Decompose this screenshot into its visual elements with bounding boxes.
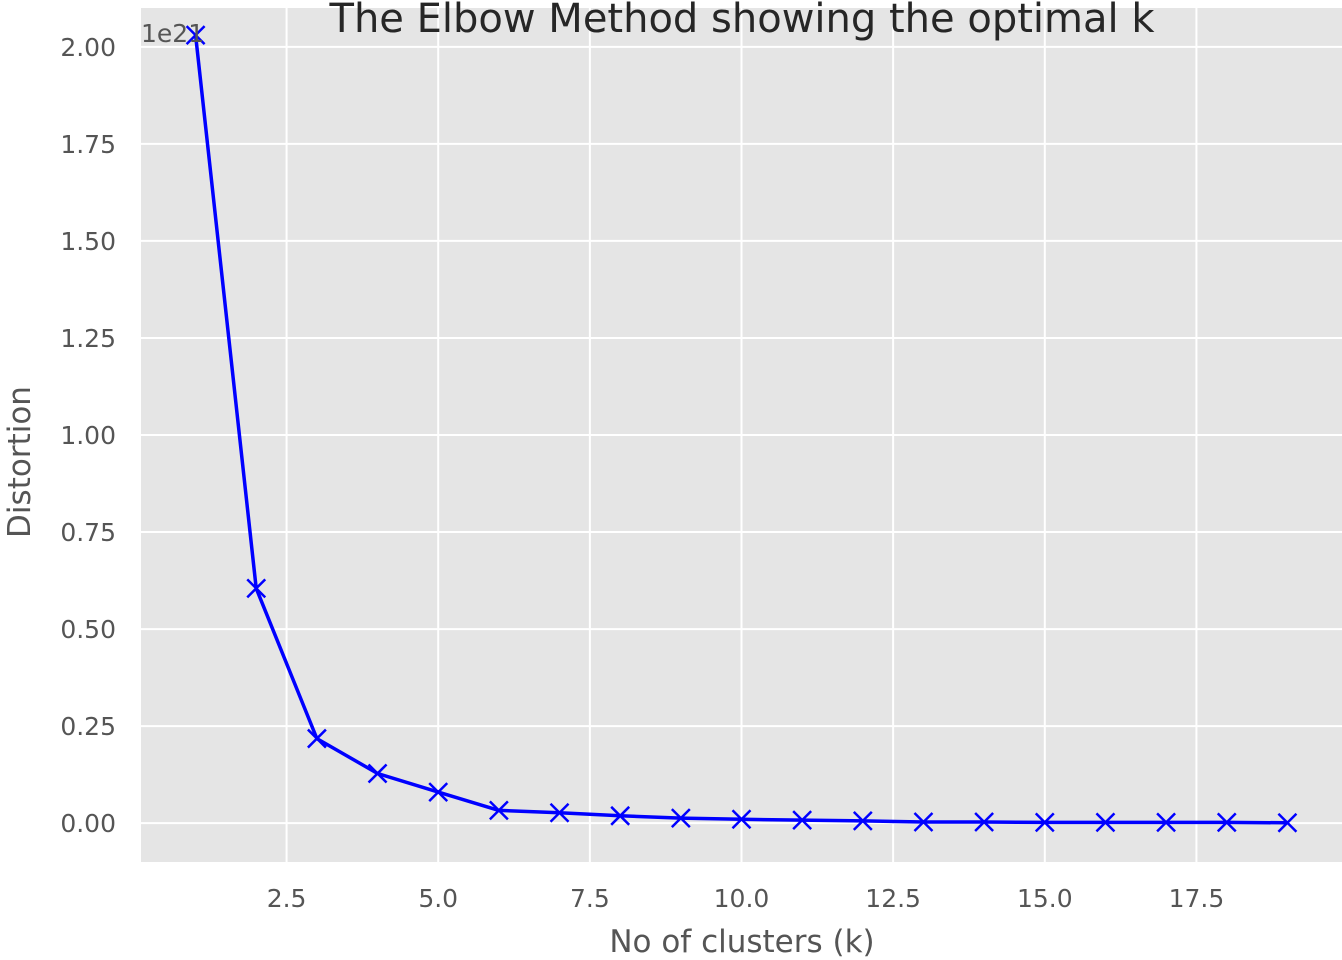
x-tick-label: 15.0 — [1017, 884, 1073, 913]
x-tick-label: 7.5 — [570, 884, 610, 913]
data-point-marker — [428, 782, 449, 803]
data-point-marker — [246, 578, 267, 599]
data-point-marker — [1034, 812, 1055, 833]
y-tick-label: 0.50 — [60, 615, 116, 644]
data-point-marker — [488, 800, 509, 821]
data-point-marker — [974, 812, 995, 832]
y-tick-label: 1.00 — [60, 421, 116, 450]
data-point-marker — [610, 805, 631, 826]
y-tick-label: 1.50 — [60, 227, 116, 256]
y-tick-label: 0.00 — [60, 809, 116, 838]
data-point-marker — [307, 728, 327, 749]
data-point-marker — [1156, 812, 1176, 833]
y-axis-label: Distortion — [2, 386, 38, 538]
y-tick-label: 1.75 — [60, 130, 116, 159]
chart-title: The Elbow Method showing the optimal k — [329, 0, 1156, 42]
x-tick-label: 17.5 — [1169, 884, 1225, 913]
x-axis-label: No of clusters (k) — [609, 924, 874, 960]
data-point-marker — [792, 810, 813, 830]
y-tick-label: 0.75 — [60, 518, 116, 547]
data-point-marker — [1095, 812, 1116, 833]
y-tick-label: 2.00 — [60, 33, 116, 62]
grid-lines — [141, 8, 1342, 862]
y-tick-label: 1.25 — [60, 324, 116, 353]
data-point-marker — [185, 25, 206, 46]
y-axis-offset-label: 1e21 — [141, 19, 204, 48]
x-tick-label: 5.0 — [418, 884, 458, 913]
data-point-marker — [1216, 812, 1237, 833]
y-tick-label: 0.25 — [60, 712, 116, 741]
x-tick-label: 10.0 — [714, 884, 770, 913]
x-tick-label: 2.5 — [267, 884, 307, 913]
data-point-marker — [852, 810, 873, 831]
data-point-marker — [731, 809, 752, 830]
data-point-marker — [670, 808, 691, 829]
series-layer — [185, 25, 1298, 833]
data-point-marker — [549, 802, 570, 823]
data-point-marker — [913, 812, 934, 832]
x-tick-label: 12.5 — [865, 884, 921, 913]
tick-labels: 2.5 5.0 7.5 10.0 12.5 15.0 17.5 0.00 0.25 0.50 0.7… — [60, 33, 1224, 913]
data-point-marker — [367, 763, 388, 784]
data-point-marker — [1277, 812, 1298, 833]
